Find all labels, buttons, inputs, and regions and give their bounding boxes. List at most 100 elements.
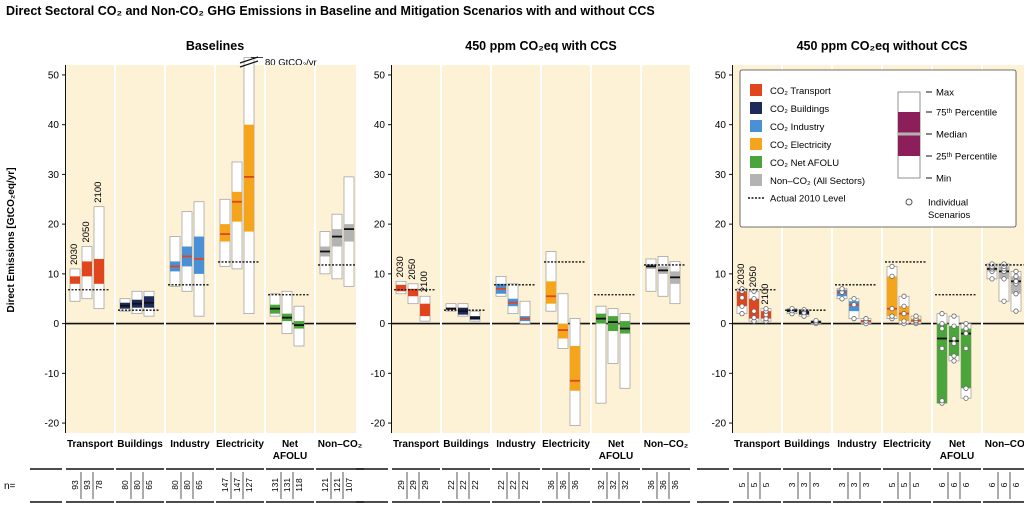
range-box bbox=[445, 303, 457, 312]
panel-1: Baselines-20-1001020304050203020502100Tr… bbox=[30, 39, 364, 503]
n-value: 6 bbox=[1011, 482, 1021, 487]
box-2050 bbox=[557, 293, 569, 349]
box-2050 bbox=[181, 211, 193, 292]
scenario-point bbox=[913, 313, 919, 319]
axis-break-mark bbox=[239, 56, 259, 64]
sector-label: Buildings bbox=[784, 439, 830, 450]
box-2030 bbox=[319, 231, 331, 275]
n-value: 107 bbox=[344, 478, 354, 492]
scenario-point bbox=[889, 306, 895, 312]
n-value: 80 bbox=[120, 480, 130, 490]
range-box bbox=[619, 313, 631, 389]
box-2100: 80 GtCO₂/yr bbox=[239, 56, 317, 314]
legend-actual-label: Actual 2010 Level bbox=[770, 194, 846, 205]
sector-label: Transport bbox=[393, 439, 440, 450]
box-2050 bbox=[131, 290, 143, 314]
box-2050 bbox=[507, 283, 519, 314]
y-tick-label: 50 bbox=[374, 70, 386, 81]
scenario-point bbox=[739, 311, 745, 317]
n-value: 5 bbox=[749, 482, 759, 487]
n-value: 3 bbox=[861, 482, 871, 487]
box-2030 bbox=[119, 298, 131, 312]
iqr-box bbox=[937, 323, 947, 404]
n-value: 6 bbox=[949, 482, 959, 487]
scenario-point bbox=[951, 323, 957, 329]
box-2100: 2100 bbox=[760, 284, 772, 324]
legend-scenario-label: Scenarios bbox=[928, 210, 970, 221]
y-tick-label: 20 bbox=[374, 220, 386, 231]
sector-label: Industry bbox=[170, 439, 210, 450]
n-value: 22 bbox=[496, 480, 506, 490]
box-2100 bbox=[810, 318, 822, 327]
year-label: 2100 bbox=[93, 182, 104, 203]
box-2050 bbox=[848, 296, 860, 322]
n-value: 5 bbox=[761, 482, 771, 487]
sector-label: Buildings bbox=[117, 439, 163, 450]
sector-label: Electricity bbox=[542, 439, 590, 450]
scenario-point bbox=[951, 353, 957, 359]
n-value: 22 bbox=[470, 480, 480, 490]
sector-label: Buildings bbox=[443, 439, 489, 450]
scenario-point bbox=[963, 330, 969, 337]
box-2100 bbox=[569, 318, 581, 426]
range-box bbox=[595, 305, 607, 404]
legend-entry: CO₂ Industry bbox=[770, 122, 825, 133]
sector-background bbox=[392, 65, 440, 433]
scenario-point bbox=[901, 311, 907, 317]
n-value: 5 bbox=[737, 482, 747, 487]
scenario-point bbox=[889, 313, 895, 319]
n-value: 147 bbox=[220, 478, 230, 492]
iqr-box bbox=[344, 224, 354, 242]
y-tick-label: -10 bbox=[371, 369, 386, 380]
axis-break-mark bbox=[239, 60, 259, 68]
y-tick-label: 30 bbox=[374, 170, 386, 181]
n-value: 29 bbox=[420, 480, 430, 490]
iqr-box bbox=[194, 236, 204, 274]
y-tick-label: 50 bbox=[48, 70, 60, 81]
box-2030 bbox=[495, 276, 507, 297]
scenario-point bbox=[951, 358, 957, 364]
box-2100 bbox=[910, 313, 922, 327]
scenario-point bbox=[851, 316, 857, 322]
scenario-point bbox=[901, 303, 907, 309]
year-label: 2050 bbox=[407, 259, 418, 280]
y-tick-label: 40 bbox=[48, 120, 60, 131]
box-2050 bbox=[798, 307, 810, 319]
y-tick-label: 30 bbox=[48, 170, 60, 181]
n-value: 121 bbox=[332, 478, 342, 492]
n-value: 131 bbox=[282, 478, 292, 492]
y-axis-label: Direct Emissions [GtCO₂eq/yr] bbox=[6, 167, 17, 312]
box-2050 bbox=[898, 293, 910, 327]
scenario-point bbox=[963, 395, 969, 401]
n-value: 5 bbox=[887, 482, 897, 487]
year-label: 2050 bbox=[81, 221, 92, 242]
scenario-point bbox=[851, 296, 857, 302]
n-value: 32 bbox=[596, 480, 606, 490]
sector-label: Industry bbox=[496, 439, 536, 450]
sector-label: Net bbox=[949, 439, 966, 450]
scenario-point bbox=[739, 303, 745, 309]
box-2100 bbox=[469, 310, 481, 322]
box-2050 bbox=[281, 290, 293, 334]
y-axis-area bbox=[356, 65, 392, 433]
y-tick-label: 20 bbox=[48, 220, 60, 231]
legend-box-label: Min bbox=[936, 174, 951, 185]
scenario-point bbox=[1013, 308, 1019, 314]
box-2100 bbox=[519, 300, 531, 324]
n-value: 3 bbox=[849, 482, 859, 487]
n-value: 93 bbox=[82, 480, 92, 490]
n-value: 78 bbox=[94, 480, 104, 490]
scenario-point bbox=[1001, 276, 1007, 282]
n-value: 36 bbox=[658, 480, 668, 490]
box-2100 bbox=[960, 320, 972, 401]
scenario-point bbox=[901, 293, 907, 299]
box-2050: 2050 bbox=[407, 259, 419, 305]
n-value: 29 bbox=[396, 480, 406, 490]
sector-label: AFOLU bbox=[273, 451, 307, 462]
n-value: 22 bbox=[458, 480, 468, 490]
